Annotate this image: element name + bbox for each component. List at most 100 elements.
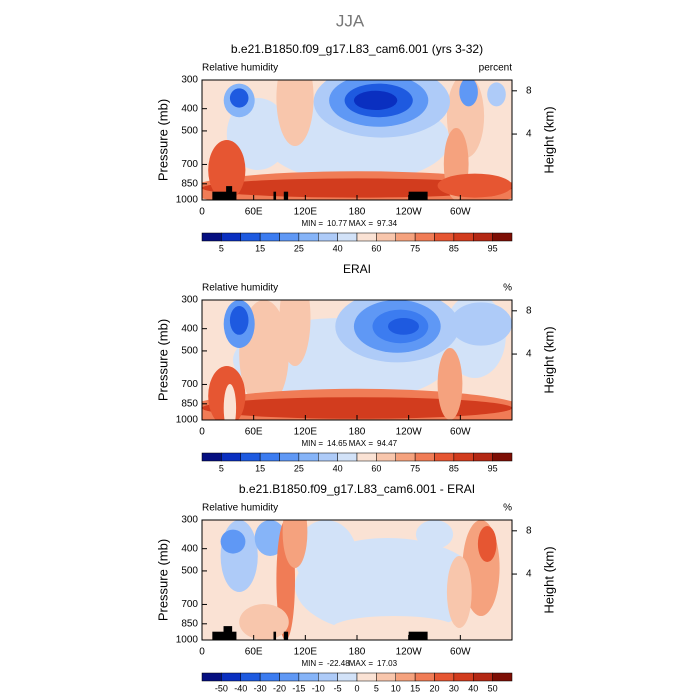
y-axis-label: Pressure (mb) [155, 319, 170, 401]
x-tick-label: 120E [294, 207, 318, 218]
colorbar-box [318, 672, 338, 682]
colorbar-box [356, 232, 377, 242]
colorbar-box [259, 452, 280, 462]
y-axis-label: Pressure (mb) [155, 539, 170, 621]
colorbar-label: 95 [488, 463, 498, 473]
colorbar-label: 0 [354, 683, 359, 693]
y2-axis-label: Height (km) [541, 326, 556, 393]
terrain [223, 626, 233, 640]
colorbar-box [240, 452, 261, 462]
contour-fill [295, 520, 357, 592]
colorbar-box [453, 232, 474, 242]
terrain [212, 191, 237, 200]
min-value: -22.48 [327, 659, 350, 668]
colorbar-label: -30 [254, 683, 267, 693]
x-tick-label: 0 [199, 207, 205, 218]
colorbar-box [279, 672, 300, 682]
colorbar-box [279, 452, 300, 462]
colorbar-label: 40 [333, 463, 343, 473]
colorbar-label: 40 [333, 243, 343, 253]
colorbar-box [473, 452, 493, 462]
colorbar-box [298, 672, 319, 682]
contour-fill [229, 88, 249, 108]
colorbar-box [414, 232, 435, 242]
x-tick-label: 180 [349, 427, 366, 438]
colorbar-label: 15 [255, 463, 265, 473]
colorbar-box [492, 672, 513, 682]
colorbar-box [492, 452, 513, 462]
colorbar-box [221, 232, 241, 242]
x-tick-label: 60W [450, 207, 471, 218]
colorbar-box [414, 452, 435, 462]
colorbar-box [395, 452, 416, 462]
contour-fill [276, 80, 314, 146]
y2-tick-label: 8 [526, 85, 532, 96]
colorbar-label: 95 [488, 243, 498, 253]
colorbar-label: 75 [410, 243, 420, 253]
y-tick-label: 1000 [176, 195, 199, 206]
colorbar-box [318, 452, 338, 462]
colorbar-box [240, 672, 261, 682]
contour-fill [202, 178, 512, 198]
y-tick-label: 300 [181, 515, 198, 526]
min-label: MIN = [301, 219, 323, 228]
x-tick-label: 120E [294, 647, 318, 658]
contour-fill [220, 529, 246, 554]
y-tick-label: 700 [181, 599, 198, 610]
colorbar-box [259, 232, 280, 242]
contour-fill [220, 520, 258, 592]
colorbar-box [434, 232, 455, 242]
colorbar-label: 15 [255, 243, 265, 253]
colorbar-label: -20 [273, 683, 286, 693]
colorbar-box [395, 672, 416, 682]
colorbar-label: 10 [391, 683, 401, 693]
min-value: 10.77 [327, 219, 348, 228]
colorbar-label: -50 [215, 683, 228, 693]
colorbar-box [473, 232, 493, 242]
colorbar-box [376, 452, 396, 462]
contour-fill [415, 520, 454, 549]
y2-tick-label: 8 [526, 525, 532, 536]
x-tick-label: 60E [245, 207, 263, 218]
y2-axis-label: Height (km) [541, 546, 556, 613]
contour-fill [437, 173, 512, 198]
terrain [273, 631, 277, 640]
y-tick-label: 850 [181, 398, 198, 409]
right-string: % [503, 283, 512, 294]
colorbar-label: 50 [488, 683, 498, 693]
max-label: MAX = [349, 439, 374, 448]
colorbar-box [356, 672, 377, 682]
contour-fill [202, 397, 512, 419]
left-string: Relative humidity [202, 63, 278, 74]
terrain [408, 631, 428, 640]
terrain [408, 191, 428, 200]
colorbar-label: -15 [292, 683, 305, 693]
colorbar-box [395, 232, 416, 242]
y-tick-label: 500 [181, 566, 198, 577]
colorbar-label: 5 [374, 683, 379, 693]
colorbar-box [376, 672, 396, 682]
left-string: Relative humidity [202, 503, 278, 514]
y2-axis-label: Height (km) [541, 106, 556, 173]
terrain [273, 191, 277, 200]
y-tick-label: 850 [181, 618, 198, 629]
contour-fill [208, 140, 246, 200]
colorbar-box [492, 232, 513, 242]
contour-fill [223, 384, 237, 420]
colorbar-box [337, 232, 358, 242]
colorbar-label: 20 [429, 683, 439, 693]
contour-fill [446, 556, 472, 628]
right-string: percent [479, 63, 513, 74]
colorbar-box [434, 452, 455, 462]
y-tick-label: 700 [181, 379, 198, 390]
max-label: MAX = [349, 219, 374, 228]
x-tick-label: 60E [245, 647, 263, 658]
contour-fill [388, 318, 419, 335]
contour-fill [229, 306, 249, 335]
y2-tick-label: 4 [526, 349, 532, 360]
contour-fill [279, 300, 311, 366]
terrain [226, 186, 233, 200]
max-label: MAX = [349, 659, 374, 668]
colorbar-box [318, 232, 338, 242]
